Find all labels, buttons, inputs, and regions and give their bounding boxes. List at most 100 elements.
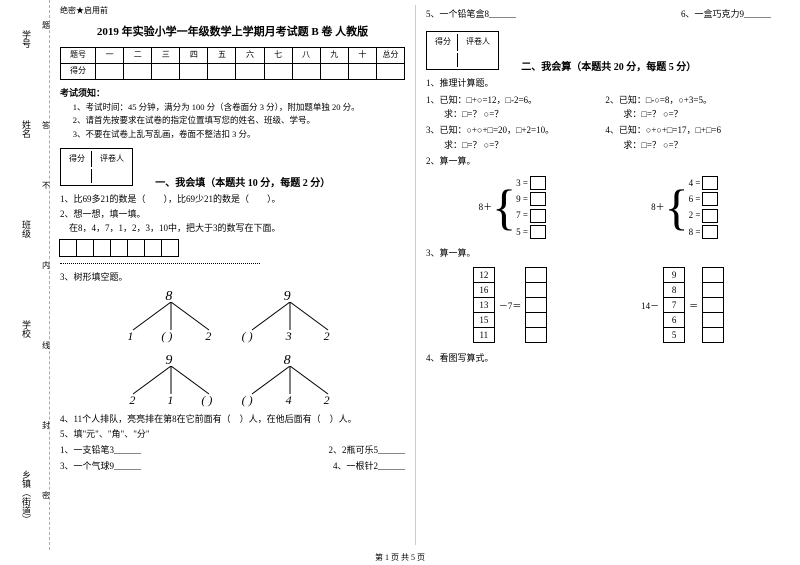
calc-ask: 求：□=？ ○=？ xyxy=(605,138,771,152)
page-footer: 第 1 页 共 5 页 xyxy=(0,552,800,563)
seal-hint: 答 xyxy=(42,120,50,131)
binding-label: 班级 xyxy=(20,220,33,238)
trees-row2: 9 2 1 ( ) 8 ( ) 4 2 xyxy=(60,348,405,412)
left-column: 绝密★启用前 2019 年实验小学一年级数学上学期月考试题 B 卷 人教版 题号… xyxy=(50,0,415,550)
exam-title: 2019 年实验小学一年级数学上学期月考试题 B 卷 人教版 xyxy=(60,24,405,42)
tree-4: 8 ( ) 4 2 xyxy=(242,350,342,410)
calc-op: 14－ xyxy=(641,299,659,313)
calc-ask: 求：□=？ ○=？ xyxy=(605,107,771,121)
calc-op: －7＝ xyxy=(499,299,522,313)
trees-row1: 8 1 ( ) 2 9 ( ) 3 2 xyxy=(60,284,405,348)
seal-hint: 封 xyxy=(42,420,50,431)
q5-row: 3、一个气球9______ 4、一根针2______ xyxy=(60,459,405,473)
brace-icon: { xyxy=(665,182,689,232)
score-cell: 一 xyxy=(96,48,124,64)
section-1-title: 一、我会填（本题共 10 分，每题 2 分） xyxy=(155,178,330,189)
calc-op: ＝ xyxy=(689,299,698,313)
calc-given: 2、已知：□-○=8，○+3=5。 xyxy=(605,93,771,107)
section-2-title: 二、我会算（本题共 20 分，每题 5 分） xyxy=(521,62,696,73)
calc3-groups: 12 16 13 15 11 －7＝ 14－ 9 8 7 6 5 ＝ xyxy=(426,260,771,351)
notes-head: 考试须知： xyxy=(60,86,405,100)
brace-icon: { xyxy=(492,182,516,232)
calc2-left: 8＋ { 3 = 9 = 7 = 5 = xyxy=(479,175,546,241)
sec-head-grader: 评卷人 xyxy=(460,34,496,51)
score-table: 题号 一 二 三 四 五 六 七 八 九 十 总分 得分 xyxy=(60,47,405,80)
s2q2: 2、算一算。 xyxy=(426,154,771,168)
q2b: 在8，4，7，1，2，3，10中，把大于3的数写在下面。 xyxy=(60,221,405,235)
calc-base: 8＋ xyxy=(479,200,493,214)
seal-hint: 不 xyxy=(42,180,50,191)
dotted-line xyxy=(60,263,260,264)
exam-page: 学号 姓名 班级 学校 乡镇（街道） 题 答 不 内 线 封 密 绝密★启用前 … xyxy=(0,0,800,550)
score-cell: 九 xyxy=(320,48,348,64)
calc-given: 3、已知：○+○+□=20，□+2=10。 xyxy=(426,123,592,137)
s2q1-row: 1、已知：□+○=12，□-2=6。 求：□=？ ○=？ 2、已知：□-○=8，… xyxy=(426,93,771,122)
calc3-right: 14－ 9 8 7 6 5 ＝ xyxy=(641,268,724,343)
tree-1: 8 1 ( ) 2 xyxy=(123,286,223,346)
section-1-header: 得分 评卷人 一、我会填（本题共 10 分，每题 2 分） xyxy=(60,148,405,193)
secret-marker: 绝密★启用前 xyxy=(60,5,405,18)
answer-box xyxy=(702,209,718,223)
answer-box xyxy=(530,209,546,223)
input-boxes: 9 8 7 6 5 xyxy=(663,268,685,343)
sec-head-score: 得分 xyxy=(429,34,458,51)
calc3-left: 12 16 13 15 11 －7＝ xyxy=(473,268,548,343)
score-cell: 总分 xyxy=(376,48,404,64)
score-cell: 得分 xyxy=(61,64,96,80)
answer-box xyxy=(530,225,546,239)
q5-item: 3、一个气球9______ xyxy=(60,459,141,473)
q5-item: 5、一个铅笔盒8______ xyxy=(426,7,516,21)
calc-base: 8＋ xyxy=(651,200,665,214)
tree-3: 9 2 1 ( ) xyxy=(123,350,223,410)
q1: 1、比69多21的数是（ ），比69少21的数是（ ）。 xyxy=(60,192,405,206)
note-line: 3、不要在试卷上乱写乱画，卷面不整洁扣 3 分。 xyxy=(60,128,405,142)
answer-box xyxy=(702,192,718,206)
q5-row: 5、一个铅笔盒8______ 6、一盒巧克力9______ xyxy=(426,7,771,21)
answer-box xyxy=(530,192,546,206)
q3: 3、树形填空题。 xyxy=(60,270,405,284)
calc2-right: 8＋ { 4 = 6 = 2 = 8 = xyxy=(651,175,718,241)
score-cell: 八 xyxy=(292,48,320,64)
score-cell: 三 xyxy=(152,48,180,64)
score-cell: 四 xyxy=(180,48,208,64)
s2q1-row: 3、已知：○+○+□=20，□+2=10。 求：□=？ ○=？ 4、已知：○+○… xyxy=(426,123,771,152)
right-column: 5、一个铅笔盒8______ 6、一盒巧克力9______ 得分 评卷人 二、我… xyxy=(416,0,781,550)
exam-notes: 考试须知： 1、考试时间：45 分钟，满分为 100 分（含卷面分 3 分），附… xyxy=(60,86,405,141)
input-boxes: 12 16 13 15 11 xyxy=(473,268,495,343)
q5-item: 4、一根针2______ xyxy=(333,459,405,473)
binding-label: 学号 xyxy=(20,30,33,48)
q5-row: 1、一支铅笔3______ 2、2瓶可乐5______ xyxy=(60,443,405,457)
tree-2: 9 ( ) 3 2 xyxy=(242,286,342,346)
score-cell: 六 xyxy=(236,48,264,64)
calc-ask: 求：□=？ ○=？ xyxy=(426,107,592,121)
s2q4: 4、看图写算式。 xyxy=(426,351,771,365)
q4: 4、11个人排队，亮亮排在第8在它前面有（ ）人，在他后面有（ ）人。 xyxy=(60,412,405,426)
calc-ask: 求：□=？ ○=？ xyxy=(426,138,592,152)
binding-label: 姓名 xyxy=(20,120,33,138)
score-cell: 十 xyxy=(348,48,376,64)
q5-item: 2、2瓶可乐5______ xyxy=(328,443,405,457)
q5-item: 1、一支铅笔3______ xyxy=(60,443,141,457)
s2q1: 1、推理计算题。 xyxy=(426,76,771,90)
answer-box xyxy=(702,225,718,239)
seal-hint: 内 xyxy=(42,260,50,271)
answer-boxes xyxy=(60,239,179,257)
answer-boxes xyxy=(525,268,547,343)
calc-given: 1、已知：□+○=12，□-2=6。 xyxy=(426,93,592,107)
answer-box xyxy=(530,176,546,190)
score-cell: 五 xyxy=(208,48,236,64)
seal-hint: 题 xyxy=(42,20,50,31)
q5-item: 6、一盒巧克力9______ xyxy=(681,7,771,21)
s2q3: 3、算一算。 xyxy=(426,246,771,260)
note-line: 2、请首先按要求在试卷的指定位置填写您的姓名、班级、学号。 xyxy=(60,114,405,128)
score-cell: 题号 xyxy=(61,48,96,64)
seal-hint: 线 xyxy=(42,340,50,351)
score-cell: 二 xyxy=(124,48,152,64)
answer-box xyxy=(702,176,718,190)
note-line: 1、考试时间：45 分钟，满分为 100 分（含卷面分 3 分），附加题单独 2… xyxy=(60,101,405,115)
score-cell: 七 xyxy=(264,48,292,64)
binding-label: 乡镇（街道） xyxy=(20,470,33,524)
sec-head-score: 得分 xyxy=(63,151,92,168)
answer-boxes xyxy=(702,268,724,343)
score-cell xyxy=(96,64,124,80)
